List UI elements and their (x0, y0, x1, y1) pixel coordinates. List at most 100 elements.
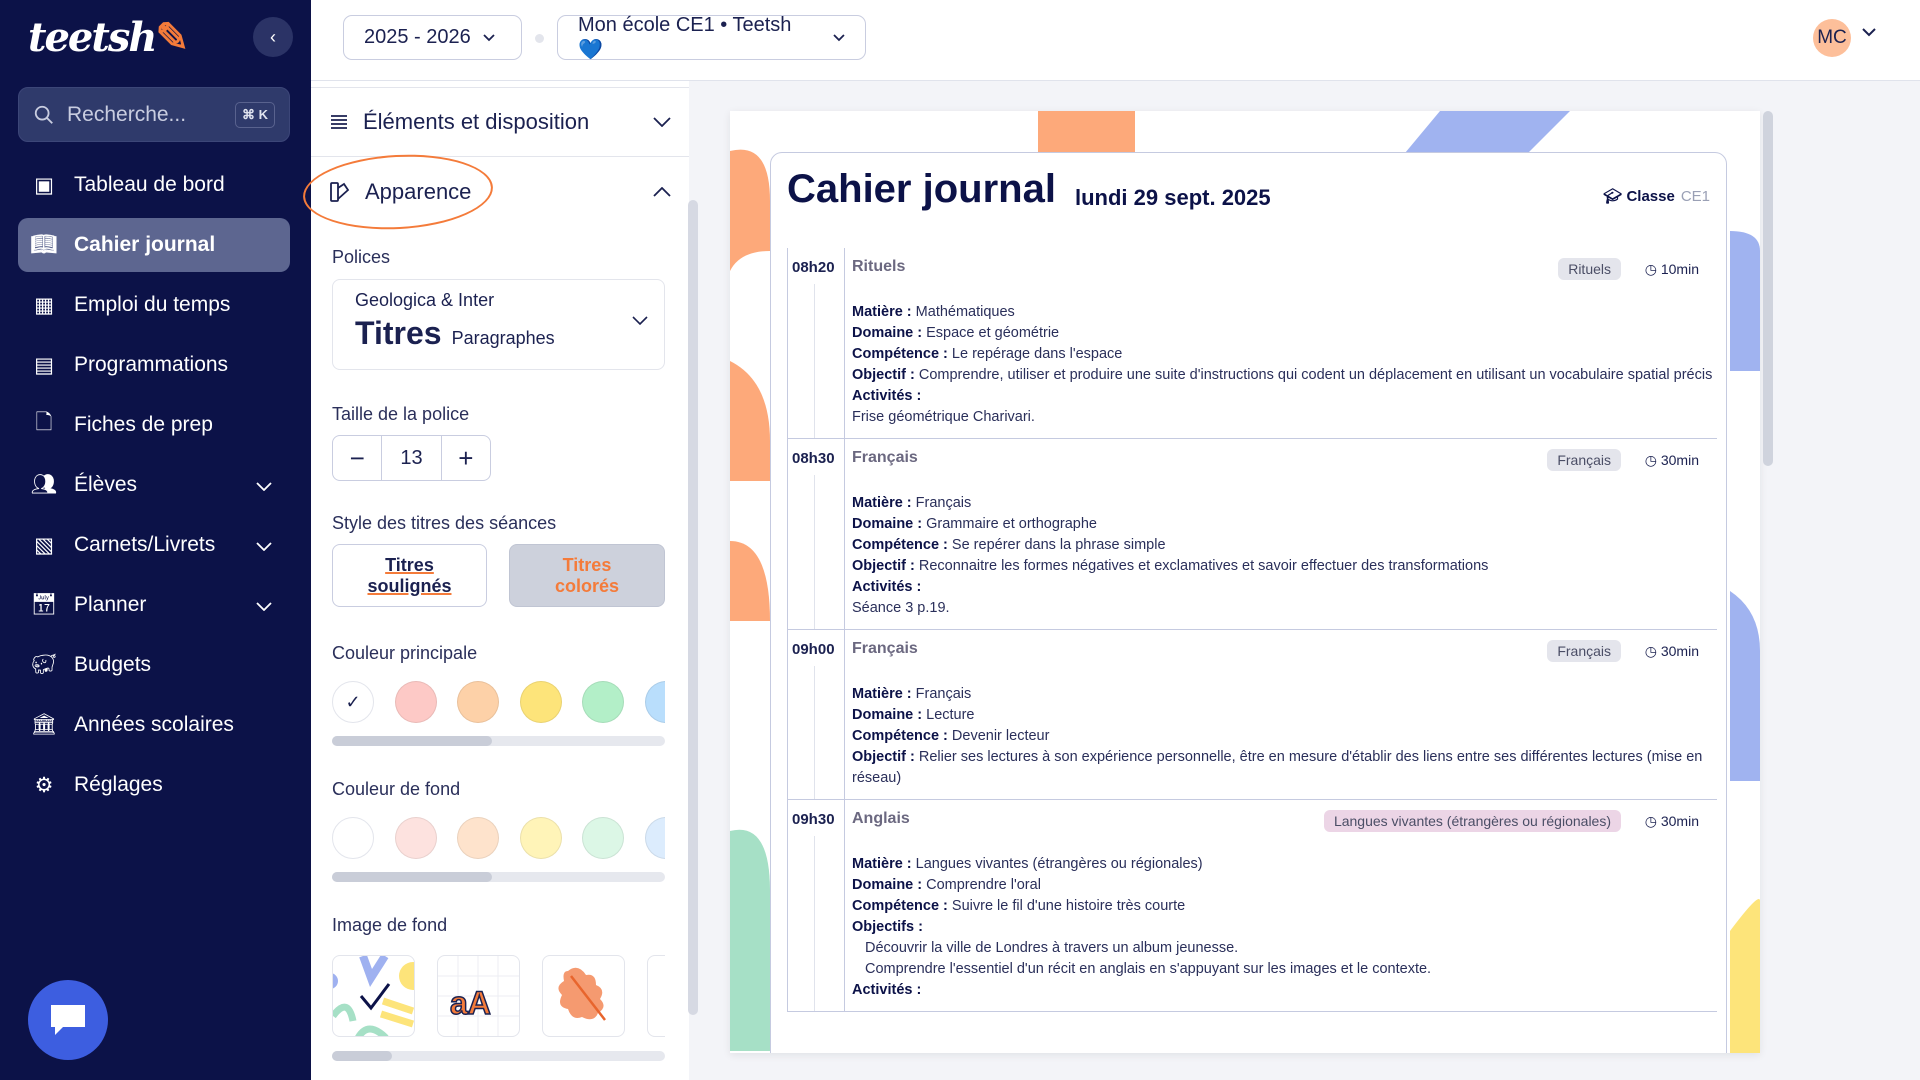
main-color-scrollbar[interactable] (332, 736, 665, 746)
detail-line: Matière : Langues vivantes (étrangères o… (852, 854, 1717, 875)
sidebar: teetsh✎ ‹ Recherche... ⌘ K ▣ Tableau de b… (0, 0, 311, 1080)
session-row[interactable]: 09h00 Français Français ◷ 30min Matière : Fr… (788, 630, 1717, 800)
font-titles-preview: Titres (355, 315, 442, 351)
detail-label: Domaine : (852, 877, 923, 893)
detail-line: Découvrir la ville de Londres à travers … (852, 938, 1717, 959)
sidebar-item-emploi-du-temps[interactable]: ▦ Emploi du temps (18, 278, 290, 332)
section-appearance[interactable]: Apparence (301, 150, 689, 234)
detail-line: Matière : Mathématiques (852, 302, 1717, 323)
subject-tag: Français (1547, 640, 1621, 662)
main-color-swatch[interactable] (457, 681, 499, 723)
colored-titles-button[interactable]: Titres colorés (509, 544, 665, 607)
session-duration: ◷ 30min (1645, 643, 1699, 660)
class-select[interactable]: Mon école CE1 • Teetsh 💙 (557, 14, 866, 61)
teetsh-logo[interactable]: teetsh✎ (28, 14, 189, 61)
piggy-bank-icon: 🐖︎ (30, 653, 58, 676)
chevron-down-icon (256, 473, 272, 497)
sidebar-item-budgets[interactable]: 🐖︎ Budgets (18, 638, 290, 692)
search-shortcut-badge: ⌘ K (235, 101, 275, 128)
list-icon (331, 115, 347, 129)
detail-label: Objectif : (852, 749, 915, 765)
class-label: Classe (1626, 188, 1675, 205)
timeline-line (814, 284, 815, 438)
sidebar-item-programmations[interactable]: ▤ Programmations (18, 338, 290, 392)
class-value: CE1 (1680, 188, 1710, 205)
main-color-swatch[interactable] (519, 681, 562, 723)
chevron-down-icon (632, 316, 648, 325)
increase-font-button[interactable]: + (458, 442, 474, 473)
bg-image-option-shapes[interactable] (332, 955, 415, 1037)
underlined-titles-button[interactable]: Titres soulignés (332, 544, 487, 607)
bg-image-scrollbar[interactable] (332, 1051, 665, 1061)
detail-label: Compétence : (852, 728, 948, 744)
user-menu-chevron-icon[interactable] (1862, 28, 1876, 37)
detail-label: Objectif : (852, 558, 915, 574)
bg-image-option-letters[interactable]: aA (437, 955, 520, 1037)
sidebar-item-e-le-ves[interactable]: 👥︎ Élèves (18, 458, 290, 512)
detail-line: Domaine : Espace et géométrie (852, 323, 1717, 344)
sidebar-item-cahier-journal[interactable]: 📖︎ Cahier journal (18, 218, 290, 272)
bg-color-swatch[interactable] (582, 817, 624, 859)
chevron-down-icon (256, 593, 272, 617)
bg-color-swatch[interactable] (644, 817, 665, 859)
search-input[interactable]: Recherche... ⌘ K (18, 87, 290, 142)
detail-value: Comprendre, utiliser et produire une sui… (918, 367, 1713, 383)
detail-value: Le repérage dans l'espace (951, 346, 1123, 362)
detail-line: Objectif : Relier ses lectures à son exp… (852, 747, 1717, 789)
collapse-sidebar-button[interactable]: ‹ (253, 17, 293, 57)
sidebar-item-fiches-de-prep[interactable]: 🗋 Fiches de prep (18, 398, 290, 452)
decrease-font-button[interactable]: − (349, 442, 365, 473)
school-year-select[interactable]: 2025 - 2026 (343, 15, 522, 60)
main-color-swatch[interactable] (644, 681, 665, 723)
font-size-value[interactable]: 13 (381, 436, 442, 480)
session-row[interactable]: 08h30 Français Français ◷ 30min Matière : Fr… (788, 439, 1717, 630)
bg-image-option-more[interactable] (647, 955, 665, 1037)
bg-color-label: Couleur de fond (332, 779, 461, 799)
detail-value: Séance 3 p.19. (852, 600, 950, 616)
bg-image-option-leaf[interactable] (542, 955, 625, 1037)
scrollbar-thumb[interactable] (332, 1051, 392, 1061)
bg-color-swatch[interactable] (332, 817, 374, 859)
detail-label: Objectifs : (852, 919, 923, 935)
detail-value: Lecture (926, 707, 975, 723)
section-elements-layout[interactable]: Éléments et disposition (311, 87, 689, 157)
preview-scrollbar[interactable] (1763, 111, 1773, 466)
sidebar-item-label: Élèves (74, 473, 138, 496)
sidebar-item-label: Cahier journal (74, 233, 216, 256)
session-row[interactable]: 09h30 Anglais Langues vivantes (étrangères… (788, 800, 1717, 1012)
user-avatar[interactable]: MC (1813, 19, 1851, 57)
session-title: Français (852, 449, 918, 466)
scrollbar-thumb[interactable] (332, 872, 492, 882)
title-style-label: Style des titres des séances (332, 513, 557, 533)
sidebar-item-label: Programmations (74, 353, 229, 376)
separator-dot (535, 34, 544, 43)
sidebar-item-carnets-livrets[interactable]: ▧ Carnets/Livrets (18, 518, 290, 572)
bg-color-swatch[interactable] (457, 817, 499, 859)
detail-label: Matière : (852, 856, 912, 872)
sidebar-item-planner[interactable]: 📅︎ Planner (18, 578, 290, 632)
dashboard-icon: ▣ (34, 173, 54, 197)
sidebar-item-re-glages[interactable]: ⚙ Réglages (18, 758, 290, 812)
detail-value: Comprendre l'oral (926, 877, 1041, 893)
sidebar-item-anne-es-scolaires[interactable]: 🏛︎ Années scolaires (18, 698, 290, 752)
colorful-shapes-thumbnail (333, 956, 414, 1036)
main-color-swatch[interactable] (582, 681, 624, 723)
scrollbar-thumb[interactable] (332, 736, 492, 746)
detail-line: Compétence : Le repérage dans l'espace (852, 344, 1717, 365)
chevron-down-icon (653, 117, 671, 127)
subject-tag: Langues vivantes (étrangères ou régional… (1323, 810, 1621, 832)
font-select[interactable]: Geologica & Inter Titres Paragraphes (332, 279, 665, 370)
bg-color-swatch[interactable] (394, 817, 437, 859)
panel-scrollbar[interactable] (688, 200, 698, 1015)
chat-button[interactable] (28, 980, 108, 1060)
chevron-up-icon (653, 187, 671, 197)
session-row[interactable]: 08h20 Rituels Rituels ◷ 10min Matière : Math… (788, 248, 1717, 439)
sidebar-item-tableau-de-bord[interactable]: ▣ Tableau de bord (18, 158, 290, 212)
detail-value: Reconnaitre les formes négatives et excl… (918, 558, 1489, 574)
bg-color-swatch[interactable] (519, 817, 562, 859)
bg-color-scrollbar[interactable] (332, 872, 665, 882)
school-year-value: 2025 - 2026 (364, 26, 471, 48)
main-color-swatch[interactable]: ✓ (332, 681, 374, 723)
main-color-swatch[interactable] (394, 681, 437, 723)
detail-label: Activités : (852, 579, 922, 595)
